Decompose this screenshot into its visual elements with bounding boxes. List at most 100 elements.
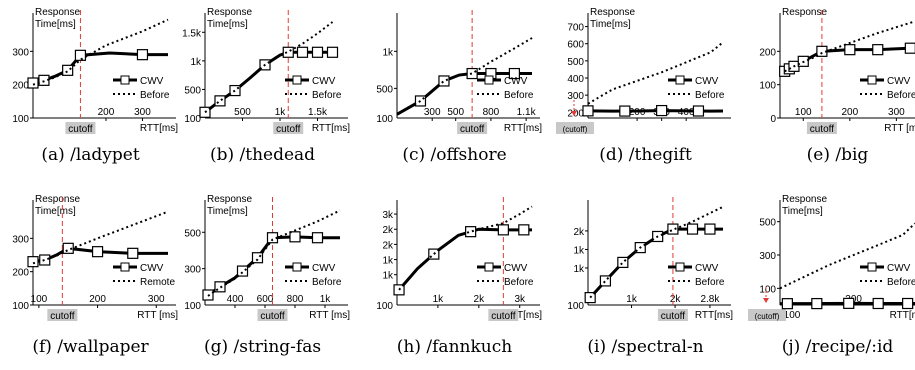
cutoff-arrowhead bbox=[571, 111, 577, 116]
x-axis-label: RTT[ms bbox=[890, 310, 915, 321]
cwv-marker bbox=[692, 105, 705, 117]
y-tick-label: 300 bbox=[12, 47, 29, 58]
cwv-marker bbox=[214, 281, 226, 293]
x-tick-label: 200 bbox=[98, 107, 115, 118]
cwv-marker bbox=[326, 46, 339, 58]
cwv-marker bbox=[136, 49, 149, 61]
x-tick-label: 1k bbox=[275, 107, 287, 118]
y-tick-label: 700 bbox=[567, 23, 584, 34]
series-before-line bbox=[396, 37, 533, 116]
x-origin-label: 100 bbox=[784, 310, 801, 321]
legend-cwv-marker bbox=[675, 75, 685, 85]
y-tick-label: 1k bbox=[382, 47, 394, 58]
legend-cwv-marker bbox=[292, 75, 302, 85]
x-tick-label: 1.5k bbox=[308, 107, 328, 118]
series-before-line bbox=[204, 21, 334, 114]
panel-caption: (d) /thegift bbox=[599, 145, 692, 165]
cwv-marker bbox=[311, 46, 324, 58]
x-axis-label: RTT [ms] bbox=[137, 310, 178, 321]
legend-label: Before bbox=[312, 90, 342, 101]
panel-d: 200300400500600700200300400ResponseTime[… bbox=[556, 7, 731, 165]
y-tick-label: 500 bbox=[184, 85, 201, 96]
panel-caption: (e) /big bbox=[807, 145, 869, 165]
cutoff-box bbox=[457, 122, 488, 134]
y-axis-label-unit: Time[ms] bbox=[35, 19, 76, 30]
y-tick-label: 1k bbox=[382, 271, 394, 282]
x-tick-label: 3k bbox=[514, 294, 526, 305]
y-tick-label: 300 bbox=[759, 251, 776, 262]
cwv-marker bbox=[251, 252, 264, 264]
x-tick-label: 300 bbox=[134, 107, 151, 118]
cwv-marker bbox=[74, 49, 87, 61]
cutoff-box bbox=[657, 309, 688, 321]
y-tick-label: 2k bbox=[382, 240, 394, 251]
y-axis-label: Response bbox=[782, 7, 827, 18]
legend-label: Before bbox=[140, 90, 170, 101]
cwv-marker bbox=[619, 105, 631, 117]
series-before-line bbox=[32, 210, 169, 265]
cwv-marker bbox=[904, 42, 915, 54]
x-tick-label: 200 bbox=[89, 294, 106, 305]
cwv-marker bbox=[872, 44, 884, 56]
y-axis-label: Response bbox=[207, 7, 252, 18]
cutoff-box bbox=[488, 309, 519, 321]
y-tick-label: 500 bbox=[376, 84, 393, 95]
series-before-line bbox=[779, 222, 915, 290]
legend-label: CWV bbox=[504, 76, 528, 87]
y-axis-label: Response bbox=[35, 7, 80, 18]
panel-caption: (c) /offshore bbox=[402, 145, 506, 165]
cutoff-label: cutoff bbox=[68, 124, 92, 135]
cwv-marker bbox=[39, 254, 51, 266]
cwv-marker bbox=[27, 256, 39, 268]
cwv-marker bbox=[236, 265, 249, 277]
x-tick-label: 400 bbox=[227, 294, 244, 305]
cutoff-box bbox=[257, 309, 288, 321]
cwv-marker bbox=[414, 95, 427, 107]
cutoff-arrowhead bbox=[763, 298, 769, 303]
legend-cwv-marker bbox=[675, 262, 685, 272]
legend-label: CWV bbox=[695, 263, 719, 274]
cwv-marker bbox=[214, 95, 226, 107]
cutoff-label: (cutoff) bbox=[755, 312, 780, 321]
cwv-marker bbox=[667, 223, 679, 235]
cutoff-box bbox=[748, 309, 786, 321]
cwv-marker bbox=[902, 297, 914, 310]
panel-caption: (f) /wallpaper bbox=[32, 337, 149, 357]
cwv-marker bbox=[508, 67, 520, 80]
x-tick-label: 2.8k bbox=[700, 294, 720, 305]
cwv-marker bbox=[465, 226, 477, 238]
series-before-line bbox=[784, 20, 915, 73]
cwv-marker bbox=[62, 64, 74, 76]
legend-label: Before bbox=[504, 90, 534, 101]
y-axis-label: Response bbox=[782, 194, 827, 205]
legend-label: Before bbox=[312, 277, 342, 288]
legend-label: Before bbox=[504, 277, 534, 288]
cwv-marker bbox=[91, 246, 104, 258]
y-axis-label-unit: Time[ms] bbox=[207, 206, 248, 217]
x-axis-label: RTT[ms] bbox=[695, 310, 733, 321]
x-axis-label: RTT[ms] bbox=[140, 123, 178, 134]
y-axis-label: Response bbox=[207, 194, 252, 205]
cwv-marker bbox=[466, 67, 478, 80]
y-tick-label: 1k bbox=[573, 264, 585, 275]
cutoff-box bbox=[806, 122, 837, 134]
y-axis-label: Response bbox=[35, 194, 80, 205]
cwv-marker bbox=[497, 224, 509, 236]
cutoff-label: (cutoff) bbox=[563, 125, 588, 134]
series-before-line bbox=[587, 41, 724, 105]
y-tick-label: 1.5k bbox=[182, 28, 202, 39]
cutoff-label: cutoff bbox=[810, 124, 834, 135]
legend-cwv-marker bbox=[867, 75, 877, 85]
y-tick-label: 500 bbox=[759, 218, 776, 229]
cutoff-label: cutoff bbox=[460, 124, 484, 135]
panel-caption: (i) /spectral-n bbox=[587, 337, 703, 357]
panel-caption: (g) /string-fas bbox=[204, 337, 321, 357]
y-tick-label: 300 bbox=[184, 265, 201, 276]
cwv-marker bbox=[289, 231, 301, 243]
y-tick-label: 200 bbox=[567, 108, 584, 119]
x-axis-label: RTT [ms] bbox=[309, 310, 350, 321]
x-tick-label: 1k bbox=[320, 294, 332, 305]
